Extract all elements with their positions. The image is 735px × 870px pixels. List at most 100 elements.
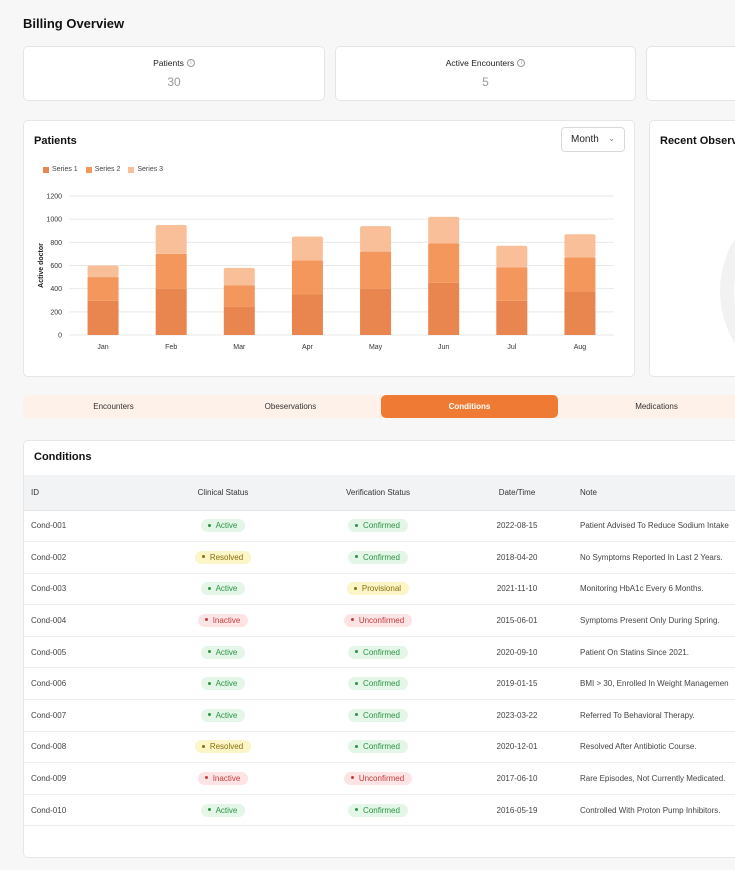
badge-label: Active: [215, 521, 238, 531]
status-badge: Confirmed: [348, 677, 408, 691]
legend-label: Series 2: [94, 166, 121, 173]
legend-swatch: [85, 166, 92, 173]
cell-date-time: 2023-03-22: [462, 699, 572, 732]
cell-date-time: 2020-12-01: [462, 731, 572, 764]
status-dot-icon: [201, 744, 205, 748]
x-tick-label: Feb: [165, 344, 177, 351]
cell-verification-status: Unconfirmed: [294, 604, 462, 637]
table-row[interactable]: Cond-006 Active Confirmed 2019-01-15 BMI > 3…: [24, 667, 735, 701]
status-dot-icon: [201, 555, 205, 559]
bar-segment: [155, 288, 187, 335]
y-tick-label: 1000: [46, 217, 62, 224]
table-row[interactable]: Cond-004 Inactive Unconfirmed 2015-06-01 Sym…: [24, 604, 735, 637]
status-dot-icon: [355, 713, 359, 717]
x-tick-label: May: [369, 344, 383, 351]
status-badge: Inactive: [197, 614, 249, 628]
bar-segment: [87, 277, 119, 301]
badge-label: Active: [215, 647, 238, 657]
badge-label: Active: [215, 679, 238, 689]
status-dot-icon: [355, 523, 359, 527]
tab-encounters[interactable]: Encounters: [93, 402, 134, 411]
bar-segment: [360, 251, 392, 289]
status-badge: Active: [200, 582, 246, 596]
table-row[interactable]: Cond-007 Active Confirmed 2023-03-22 Referre…: [24, 699, 735, 732]
bar-segment: [87, 265, 119, 278]
info-icon[interactable]: i: [517, 59, 526, 67]
legend-item: Series 1: [43, 166, 78, 173]
cell-note: Patient On Statins Since 2021.: [572, 636, 735, 669]
status-badge: Unconfirmed: [343, 772, 413, 786]
cell-id: Cond-009: [24, 762, 152, 795]
recent-panel-title: Recent Observa: [660, 135, 735, 147]
badge-label: Confirmed: [363, 710, 400, 720]
stat-label: Patients: [153, 58, 184, 68]
status-dot-icon: [204, 776, 208, 780]
tab-conditions[interactable]: Conditions: [380, 395, 559, 418]
column-header-clinical-status[interactable]: Clinical Status: [152, 475, 294, 511]
bar-segment: [291, 260, 323, 295]
cell-note: Symptoms Present Only During Spring.: [572, 604, 735, 637]
bar-segment: [87, 300, 119, 335]
badge-label: Inactive: [212, 616, 241, 626]
column-header-id[interactable]: ID: [24, 475, 152, 511]
chart-legend: Series 1 Series 2 Series 3: [43, 166, 163, 173]
status-badge: Active: [200, 708, 246, 722]
table-row[interactable]: Cond-005 Active Confirmed 2020-09-10 Patient…: [24, 636, 735, 669]
y-axis-label: Active doctor: [38, 243, 45, 288]
badge-label: Confirmed: [363, 552, 400, 562]
status-badge: Confirmed: [348, 740, 408, 754]
cell-verification-status: Confirmed: [294, 667, 462, 701]
cell-note: Patient Advised To Reduce Sodium Intake: [572, 510, 735, 543]
stat-card-third: [646, 46, 735, 101]
status-dot-icon: [355, 555, 359, 559]
table-row[interactable]: Cond-010 Active Confirmed 2016-05-19 Control…: [24, 794, 735, 827]
table-row[interactable]: Cond-003 Active Provisional 2021-11-10 Monit…: [24, 573, 735, 606]
stat-value: 5: [482, 75, 489, 89]
table-row[interactable]: Cond-008 Resolved Confirmed 2020-12-01 Resol…: [24, 731, 735, 764]
cell-note: Rare Episodes, Not Currently Medicated.: [572, 762, 735, 795]
tab-observations[interactable]: Obeservations: [264, 402, 317, 411]
donut-chart-placeholder: [720, 191, 735, 376]
y-tick-label: 200: [50, 309, 62, 316]
bar-segment: [428, 282, 460, 335]
cell-date-time: 2022-08-15: [462, 510, 572, 543]
x-tick-label: Jun: [438, 344, 449, 351]
bar-segment: [291, 236, 323, 261]
page-title: Billing Overview: [23, 16, 125, 31]
column-header-date-time[interactable]: Date/Time: [462, 475, 572, 511]
bar-segment: [564, 291, 596, 335]
badge-label: Active: [215, 710, 238, 720]
cell-verification-status: Confirmed: [294, 794, 462, 827]
cell-clinical-status: Resolved: [152, 541, 294, 574]
badge-label: Resolved: [209, 552, 244, 562]
legend-label: Series 1: [52, 166, 78, 173]
status-badge: Unconfirmed: [343, 614, 413, 628]
status-badge: Active: [200, 803, 246, 817]
table-row[interactable]: Cond-002 Resolved Confirmed 2018-04-20 No Sy…: [24, 541, 735, 574]
table-row[interactable]: Cond-001 Active Confirmed 2022-08-15 Patient…: [24, 510, 735, 543]
legend-swatch: [128, 166, 135, 173]
cell-id: Cond-010: [24, 794, 152, 827]
status-dot-icon: [350, 618, 354, 622]
column-header-verification-status[interactable]: Verification Status: [294, 475, 462, 511]
tab-medications[interactable]: Medications: [635, 402, 678, 411]
stacked-bar-chart: 0 200 400 600 800 1000 1200 Active doctor Jan Feb…: [38, 194, 614, 351]
bar-segment: [428, 216, 460, 244]
cell-id: Cond-003: [24, 573, 152, 606]
status-dot-icon: [207, 586, 211, 590]
cell-clinical-status: Inactive: [152, 604, 294, 637]
info-icon[interactable]: i: [186, 59, 195, 67]
status-dot-icon: [350, 776, 354, 780]
period-select[interactable]: Month ⌄: [561, 127, 625, 152]
cell-verification-status: Confirmed: [294, 731, 462, 764]
column-header-note[interactable]: Note: [572, 475, 735, 511]
status-badge: Confirmed: [348, 708, 408, 722]
stat-value: 30: [167, 75, 181, 89]
bar-segment: [564, 234, 596, 258]
bar-segment: [564, 257, 596, 292]
badge-label: Confirmed: [363, 805, 400, 815]
badge-label: Provisional: [361, 584, 402, 594]
conditions-table: ID Clinical Status Verification Status D…: [24, 475, 735, 827]
table-row[interactable]: Cond-009 Inactive Unconfirmed 2017-06-10 Rar…: [24, 762, 735, 795]
cell-verification-status: Provisional: [294, 573, 462, 606]
